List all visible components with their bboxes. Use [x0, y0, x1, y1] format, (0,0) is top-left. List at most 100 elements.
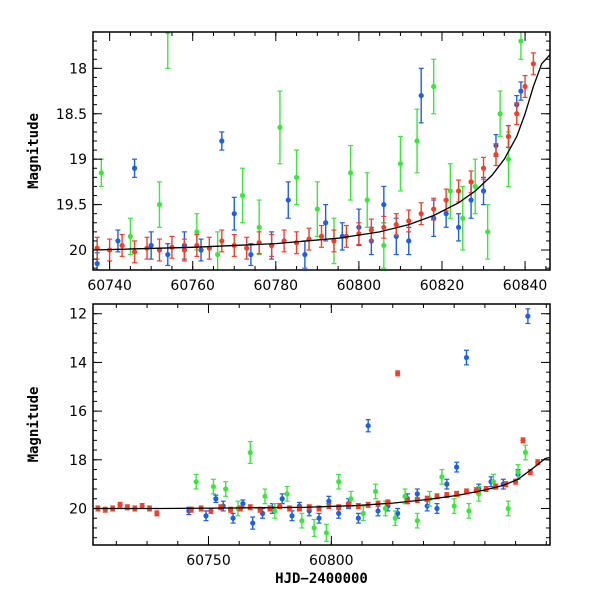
data-point	[514, 102, 520, 126]
y-axis: 12 14 16 18 20	[69, 303, 550, 539]
data-point	[365, 419, 371, 433]
data-point	[223, 481, 229, 497]
y-tick-label: 16	[69, 404, 87, 420]
data-point	[456, 213, 462, 242]
y-tick-label: 20	[69, 501, 87, 517]
data-point	[193, 473, 199, 490]
data-point	[289, 510, 295, 522]
data-point	[302, 240, 308, 269]
data-point	[293, 149, 300, 206]
data-point	[311, 518, 317, 538]
series-green	[98, 32, 524, 270]
y-tick-label: 19.5	[56, 198, 87, 214]
data-point	[480, 176, 487, 206]
data-point	[395, 370, 401, 377]
data-point	[206, 236, 212, 260]
top-panel: 60740 60760 60780 60800 60820 60840 18 18.5 19 19…	[26, 31, 551, 294]
data-point	[518, 32, 524, 60]
x-axis: 60740 60760 60780 60800 60820 60840	[87, 32, 547, 294]
x-tick-label: 60750	[186, 553, 231, 569]
x-tick-label: 60800	[337, 278, 382, 294]
data-point	[219, 229, 225, 253]
data-point	[368, 218, 374, 242]
x-tick-label: 60820	[420, 278, 465, 294]
plot-area	[93, 308, 550, 542]
model-curve	[93, 456, 550, 510]
y-tick-label: 18	[69, 61, 87, 77]
data-point	[505, 500, 511, 517]
data-point	[336, 473, 342, 490]
data-point	[213, 494, 219, 503]
data-point	[318, 224, 325, 248]
data-point	[244, 236, 250, 260]
data-point	[525, 308, 531, 325]
data-point	[277, 90, 283, 165]
data-point	[522, 75, 528, 99]
data-point	[296, 505, 302, 512]
data-point	[306, 504, 312, 511]
data-point	[181, 238, 187, 262]
x-axis: 60750 60800	[115, 304, 547, 569]
data-point	[447, 163, 453, 219]
data-point	[518, 81, 524, 101]
y-axis-title: Magnitude	[26, 113, 42, 189]
data-point	[262, 488, 268, 505]
x-tick-label: 60840	[503, 278, 548, 294]
data-point	[284, 485, 290, 502]
data-point	[119, 233, 125, 257]
data-point	[364, 172, 370, 228]
series-green	[193, 440, 529, 542]
data-point	[115, 229, 121, 253]
data-point	[314, 181, 320, 237]
data-point	[393, 213, 399, 237]
data-point	[493, 143, 499, 167]
data-point	[156, 238, 163, 262]
data-point	[505, 124, 512, 148]
data-point	[424, 495, 430, 502]
y-axis: 18 18.5 19 19.5 20	[56, 31, 550, 269]
data-point	[293, 231, 300, 255]
y-axis-title: Magnitude	[26, 387, 42, 463]
data-point	[397, 135, 404, 192]
data-point	[165, 243, 171, 267]
data-point	[316, 512, 322, 524]
data-point	[230, 512, 236, 524]
data-point	[267, 505, 273, 512]
data-point	[98, 158, 104, 188]
data-point	[272, 503, 278, 519]
data-point	[165, 32, 171, 69]
data-point	[154, 510, 160, 517]
data-point	[231, 196, 237, 231]
data-point	[131, 240, 138, 264]
data-point	[285, 181, 291, 219]
plot-frame	[92, 303, 551, 546]
x-tick-label: 60800	[309, 553, 354, 569]
plot-area	[93, 32, 550, 270]
data-point	[247, 440, 253, 465]
y-tick-label: 19	[69, 152, 87, 168]
data-point	[250, 516, 256, 530]
y-tick-label: 18	[69, 453, 87, 469]
x-axis-title: HJD−2400000	[275, 571, 368, 587]
data-point	[331, 229, 337, 253]
data-point	[463, 349, 470, 366]
data-point	[497, 90, 503, 138]
data-point	[323, 203, 329, 242]
data-point	[456, 179, 462, 203]
data-point	[443, 188, 449, 212]
data-point	[372, 483, 379, 500]
data-point	[208, 507, 214, 514]
data-point	[520, 437, 526, 444]
data-point	[347, 144, 354, 201]
data-point	[460, 185, 466, 251]
data-point	[198, 238, 204, 262]
data-point	[194, 233, 200, 257]
data-point	[148, 231, 154, 260]
data-point	[418, 67, 424, 124]
bottom-panel: 60750 60800 12 14 16 18 20 Magnitude HJD−2400000	[26, 303, 551, 587]
data-point	[431, 58, 437, 115]
data-point	[414, 108, 420, 174]
data-point	[480, 156, 487, 180]
data-point	[431, 197, 437, 221]
